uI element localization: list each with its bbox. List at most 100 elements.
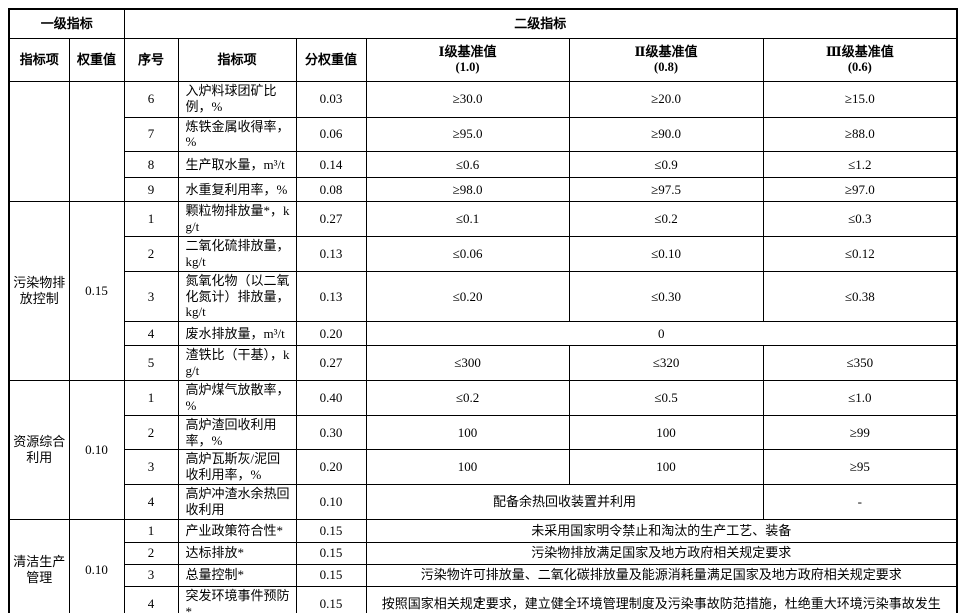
table-row: 5 渣铁比（干基），kg/t 0.27 ≤300 ≤320 ≤350 [9, 345, 958, 381]
seq-cell: 4 [123, 321, 179, 347]
section-label-cell: 污染物排放控制 [8, 201, 70, 381]
table-row: 4 突发环境事件预防* 0.15 按照国家相关规定要求，建立健全环境管理制度及污… [9, 585, 958, 613]
subweight-cell: 0.06 [295, 116, 367, 153]
col-header-grade3: Ⅲ级基准值 (0.6) [762, 37, 958, 82]
grade-all-cell: 0 [365, 321, 958, 347]
subweight-cell: 0.08 [295, 177, 367, 203]
grade2-cell: ≥97.5 [568, 177, 764, 203]
grade2-cell: ≤0.9 [568, 151, 764, 179]
table-row: 3 氮氧化物（以二氧化氮计）排放量，kg/t 0.13 ≤0.20 ≤0.30 … [9, 270, 958, 323]
item-cell: 水重复利用率，% [177, 177, 297, 203]
item-cell: 高炉渣回收利用率，% [177, 414, 297, 451]
table-row: 9 水重复利用率，% 0.08 ≥98.0 ≥97.5 ≥97.0 [9, 177, 958, 203]
col-header-item2: 指标项 [177, 37, 297, 82]
item-cell: 高炉冲渣水余热回收利用 [177, 484, 297, 520]
seq-cell: 3 [123, 563, 179, 587]
item-cell: 生产取水量，m³/t [177, 151, 297, 179]
table-row: 资源综合利用 0.10 1 高炉煤气放散率，% 0.40 ≤0.2 ≤0.5 ≤… [8, 379, 958, 520]
grade1-cell: ≤0.20 [365, 270, 570, 323]
seq-cell: 4 [123, 484, 179, 520]
grade3-cell: ≤0.3 [762, 201, 958, 237]
item-cell: 产业政策符合性* [177, 518, 297, 543]
subweight-cell: 0.15 [295, 518, 367, 543]
grade3-title: Ⅲ级基准值 [825, 43, 894, 59]
subweight-cell: 0.27 [295, 201, 367, 237]
item-cell: 入炉料球团矿比例，% [177, 80, 297, 118]
seq-cell: 3 [123, 449, 179, 486]
col-header-subweight: 分权重值 [295, 37, 367, 82]
subweight-cell: 0.30 [295, 414, 367, 451]
grade2-title: Ⅱ级基准值 [634, 43, 698, 59]
grade-all-cell: 按照国家相关规定要求，建立健全环境管理制度及污染事故防范措施，杜绝重大环境污染事… [365, 585, 958, 613]
grade1-cell: ≤0.6 [365, 151, 570, 179]
table-row: 3 总量控制* 0.15 污染物许可排放量、二氧化碳排放量及能源消耗量满足国家及… [9, 563, 958, 587]
subweight-cell: 0.20 [295, 449, 367, 486]
subweight-cell: 0.40 [295, 379, 367, 416]
section-weight-cell [68, 80, 125, 203]
subweight-cell: 0.03 [295, 80, 367, 118]
seq-cell: 1 [123, 518, 179, 543]
table-row: 4 高炉冲渣水余热回收利用 0.10 配备余热回收装置并利用 - [9, 484, 958, 520]
grade3-factor: (0.6) [847, 59, 872, 74]
grade1-cell: ≥95.0 [365, 116, 570, 153]
seq-cell: 8 [123, 151, 179, 179]
table-row: 7 炼铁金属收得率，% 0.06 ≥95.0 ≥90.0 ≥88.0 [9, 116, 958, 153]
header-level1-cell: 一级指标 [8, 8, 125, 39]
table-row: 3 高炉瓦斯灰/泥回收利用率，% 0.20 100 100 ≥95 [9, 449, 958, 486]
subweight-cell: 0.10 [295, 484, 367, 520]
grade1-title: Ⅰ级基准值 [438, 43, 497, 59]
subweight-cell: 0.20 [295, 321, 367, 347]
seq-cell: 6 [123, 80, 179, 118]
seq-cell: 1 [123, 201, 179, 237]
table-row: 4 废水排放量，m³/t 0.20 0 [9, 321, 958, 347]
grade1-cell: 100 [365, 449, 570, 486]
seq-cell: 3 [123, 270, 179, 323]
page-number: 4 [476, 593, 482, 607]
section-weight-cell: 0.10 [68, 379, 125, 520]
seq-cell: 5 [123, 345, 179, 381]
item-cell: 炼铁金属收得率，% [177, 116, 297, 153]
item-cell: 氮氧化物（以二氧化氮计）排放量，kg/t [177, 270, 297, 323]
grade3-cell: ≤0.38 [762, 270, 958, 323]
grade12-cell: 配备余热回收装置并利用 [365, 484, 764, 520]
grade-all-cell: 污染物许可排放量、二氧化碳排放量及能源消耗量满足国家及地方政府相关规定要求 [365, 563, 958, 587]
grade3-cell: ≤1.0 [762, 379, 958, 416]
section-label-cell: 清洁生产管理 [8, 518, 70, 613]
seq-cell: 1 [123, 379, 179, 416]
item-cell: 二氧化硫排放量，kg/t [177, 235, 297, 272]
header-level2-cell: 二级指标 [123, 8, 958, 39]
grade2-cell: 100 [568, 449, 764, 486]
grade3-cell: ≤350 [762, 345, 958, 381]
col-header-weight: 权重值 [68, 37, 125, 82]
grade2-cell: ≤320 [568, 345, 764, 381]
indicator-table: 一级指标 二级指标 指标项 权重值 序号 指标项 分权重值 Ⅰ级基准值 (1.0… [8, 8, 959, 613]
col-header-seq: 序号 [123, 37, 179, 82]
grade3-cell: ≤1.2 [762, 151, 958, 179]
item-cell: 高炉瓦斯灰/泥回收利用率，% [177, 449, 297, 486]
subweight-cell: 0.14 [295, 151, 367, 179]
col-header-grade2: Ⅱ级基准值 (0.8) [568, 37, 764, 82]
grade2-cell: ≥90.0 [568, 116, 764, 153]
grade2-cell: ≤0.2 [568, 201, 764, 237]
grade1-cell: ≤0.2 [365, 379, 570, 416]
section-weight-cell: 0.10 [68, 518, 125, 613]
grade1-factor: (1.0) [455, 59, 480, 74]
grade1-cell: ≤0.1 [365, 201, 570, 237]
table-row: 8 生产取水量，m³/t 0.14 ≤0.6 ≤0.9 ≤1.2 [9, 151, 958, 179]
grade-all-cell: 未采用国家明令禁止和淘汰的生产工艺、装备 [365, 518, 958, 543]
seq-cell: 2 [123, 414, 179, 451]
item-cell: 颗粒物排放量*，kg/t [177, 201, 297, 237]
seq-cell: 2 [123, 235, 179, 272]
seq-cell: 7 [123, 116, 179, 153]
table-row: 清洁生产管理 0.10 1 产业政策符合性* 0.15 未采用国家明令禁止和淘汰… [8, 518, 958, 613]
grade-all-cell: 污染物排放满足国家及地方政府相关规定要求 [365, 541, 958, 565]
grade3-cell: ≥88.0 [762, 116, 958, 153]
header-row-level: 一级指标 二级指标 [8, 8, 958, 39]
item-cell: 废水排放量，m³/t [177, 321, 297, 347]
seq-cell: 9 [123, 177, 179, 203]
grade1-cell: 100 [365, 414, 570, 451]
item-cell: 突发环境事件预防* [177, 585, 297, 613]
grade2-cell: ≤0.10 [568, 235, 764, 272]
item-cell: 达标排放* [177, 541, 297, 565]
